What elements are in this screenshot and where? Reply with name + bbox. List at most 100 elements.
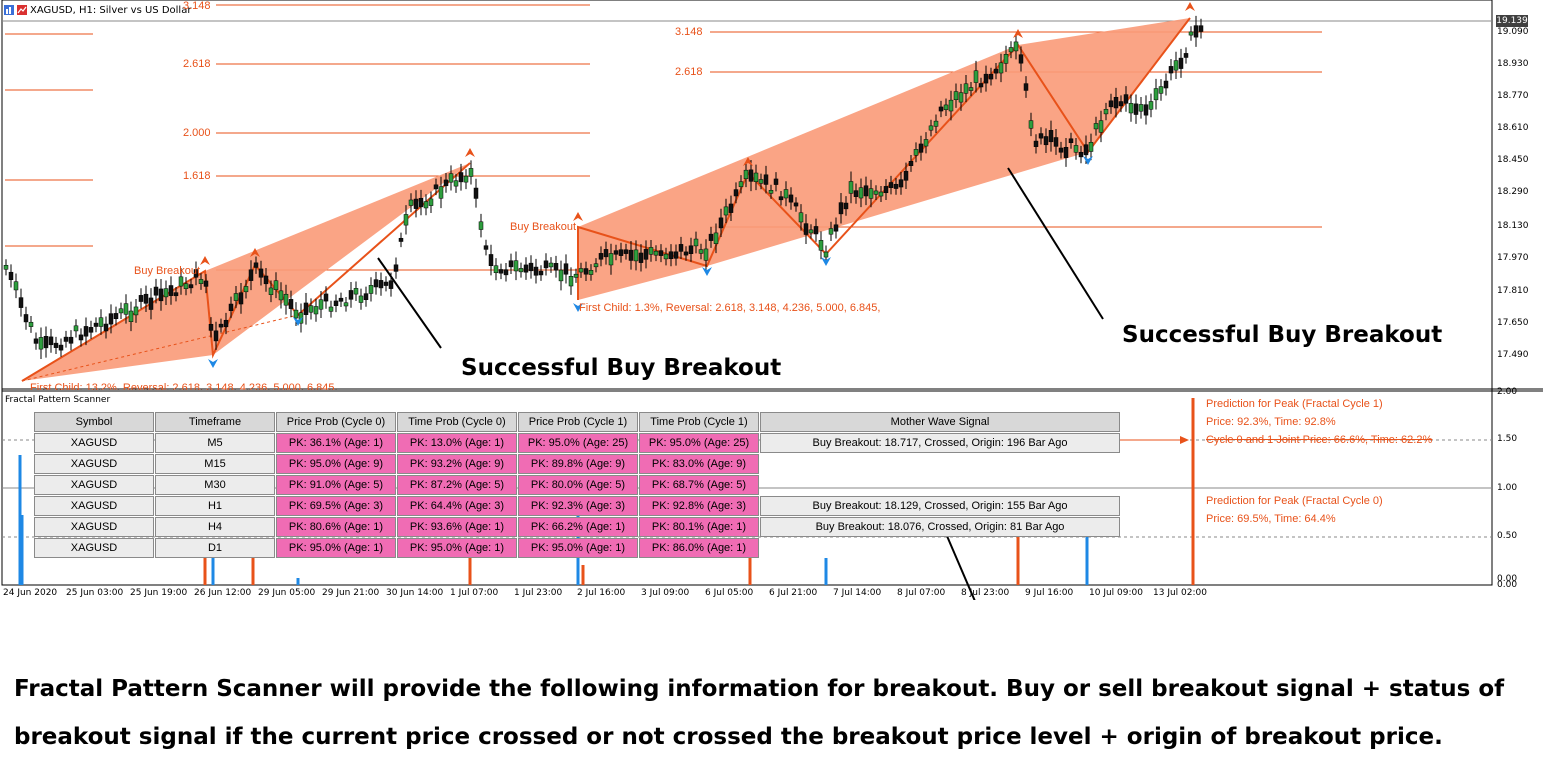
candle-body: [238, 292, 244, 305]
candle-body: [438, 186, 444, 199]
cell-price-prob-1[interactable]: PK: 95.0% (Age: 1): [518, 538, 638, 558]
cell-mother-wave-empty: [760, 475, 1120, 495]
candle-body: [953, 91, 959, 100]
buy-breakout-label: Buy Breakout: [510, 221, 577, 233]
prediction-cycle0-values: Price: 69.5%, Time: 64.4%: [1206, 513, 1336, 525]
cell-symbol[interactable]: XAGUSD: [34, 454, 154, 474]
table-row[interactable]: XAGUSD M15 PK: 95.0% (Age: 9) PK: 93.2% …: [34, 454, 1120, 474]
cell-timeframe[interactable]: M15: [155, 454, 275, 474]
dashed-guide: [21, 314, 299, 382]
fractal-peak-arrow: [1013, 29, 1023, 38]
col-header-price-prob-1[interactable]: Price Prob (Cycle 1): [518, 412, 638, 432]
cell-price-prob-0[interactable]: PK: 91.0% (Age: 5): [276, 475, 396, 495]
candle-body: [828, 228, 834, 235]
cell-time-prob-0[interactable]: PK: 93.2% (Age: 9): [397, 454, 517, 474]
cell-time-prob-0[interactable]: PK: 93.6% (Age: 1): [397, 517, 517, 537]
candle-body: [878, 191, 884, 197]
cell-price-prob-0[interactable]: PK: 95.0% (Age: 9): [276, 454, 396, 474]
cell-mother-wave[interactable]: Buy Breakout: 18.717, Crossed, Origin: 1…: [760, 433, 1120, 453]
candle-body: [698, 249, 704, 254]
col-header-time-prob-0[interactable]: Time Prob (Cycle 0): [397, 412, 517, 432]
cell-time-prob-0[interactable]: PK: 13.0% (Age: 1): [397, 433, 517, 453]
candle-body: [693, 238, 699, 247]
candle-body: [358, 295, 364, 303]
cell-timeframe[interactable]: D1: [155, 538, 275, 558]
fractal-trough-arrow: [573, 303, 583, 312]
cell-timeframe[interactable]: H1: [155, 496, 275, 516]
candle-body: [213, 330, 219, 342]
prediction-cycle0-title: Prediction for Peak (Fractal Cycle 0): [1206, 495, 1383, 507]
trade-icon[interactable]: [17, 5, 27, 15]
candle-body: [618, 249, 624, 256]
cell-symbol[interactable]: XAGUSD: [34, 517, 154, 537]
time-axis-label: 2 Jul 16:00: [577, 588, 626, 598]
candle-body: [938, 106, 944, 112]
cell-time-prob-1[interactable]: PK: 86.0% (Age: 1): [639, 538, 759, 558]
candle-body: [748, 169, 754, 182]
price-chart[interactable]: [0, 0, 1543, 600]
candle-body: [88, 327, 94, 333]
cell-timeframe[interactable]: M30: [155, 475, 275, 495]
candle-body: [398, 237, 404, 242]
table-row[interactable]: XAGUSD H4 PK: 80.6% (Age: 1) PK: 93.6% (…: [34, 517, 1120, 537]
candle-body: [478, 221, 484, 230]
candle-body: [548, 262, 554, 268]
candle-body: [1168, 66, 1174, 74]
candle-body: [428, 198, 434, 206]
cell-time-prob-0[interactable]: PK: 64.4% (Age: 3): [397, 496, 517, 516]
time-axis-label: 8 Jul 23:00: [961, 588, 1010, 598]
time-axis-label: 26 Jun 12:00: [194, 588, 252, 598]
table-row[interactable]: XAGUSD M30 PK: 91.0% (Age: 5) PK: 87.2% …: [34, 475, 1120, 495]
cell-mother-wave[interactable]: Buy Breakout: 18.076, Crossed, Origin: 8…: [760, 517, 1120, 537]
cell-price-prob-1[interactable]: PK: 80.0% (Age: 5): [518, 475, 638, 495]
cell-price-prob-0[interactable]: PK: 80.6% (Age: 1): [276, 517, 396, 537]
cell-price-prob-0[interactable]: PK: 69.5% (Age: 3): [276, 496, 396, 516]
cell-timeframe[interactable]: H4: [155, 517, 275, 537]
candle-body: [718, 217, 724, 229]
cell-symbol[interactable]: XAGUSD: [34, 433, 154, 453]
cell-mother-wave[interactable]: Buy Breakout: 18.129, Crossed, Origin: 1…: [760, 496, 1120, 516]
candle-body: [1068, 138, 1074, 144]
candle-body: [338, 297, 344, 302]
cell-symbol[interactable]: XAGUSD: [34, 475, 154, 495]
col-header-timeframe[interactable]: Timeframe: [155, 412, 275, 432]
price-axis-label: 18.450: [1497, 155, 1529, 165]
cell-symbol[interactable]: XAGUSD: [34, 538, 154, 558]
candle-body: [893, 183, 899, 189]
cell-price-prob-1[interactable]: PK: 66.2% (Age: 1): [518, 517, 638, 537]
candle-body: [1063, 146, 1069, 158]
cell-price-prob-1[interactable]: PK: 92.3% (Age: 3): [518, 496, 638, 516]
table-row[interactable]: XAGUSD M5 PK: 36.1% (Age: 1) PK: 13.0% (…: [34, 433, 1120, 453]
cell-time-prob-0[interactable]: PK: 87.2% (Age: 5): [397, 475, 517, 495]
candle-body: [1163, 80, 1169, 89]
cell-time-prob-1[interactable]: PK: 95.0% (Age: 25): [639, 433, 759, 453]
table-row[interactable]: XAGUSD H1 PK: 69.5% (Age: 3) PK: 64.4% (…: [34, 496, 1120, 516]
candle-body: [843, 202, 849, 210]
col-header-symbol[interactable]: Symbol: [34, 412, 154, 432]
candle-body: [458, 172, 464, 183]
cell-timeframe[interactable]: M5: [155, 433, 275, 453]
cell-time-prob-1[interactable]: PK: 80.1% (Age: 1): [639, 517, 759, 537]
cell-price-prob-1[interactable]: PK: 95.0% (Age: 25): [518, 433, 638, 453]
table-row[interactable]: XAGUSD D1 PK: 95.0% (Age: 1) PK: 95.0% (…: [34, 538, 1120, 558]
cell-price-prob-1[interactable]: PK: 89.8% (Age: 9): [518, 454, 638, 474]
indicator-axis-label: 0.00: [1497, 574, 1518, 584]
cell-mother-wave-empty: [760, 538, 1120, 558]
cell-symbol[interactable]: XAGUSD: [34, 496, 154, 516]
time-axis-label: 8 Jul 07:00: [897, 588, 946, 598]
price-axis-label: 18.770: [1497, 91, 1529, 101]
cell-price-prob-0[interactable]: PK: 36.1% (Age: 1): [276, 433, 396, 453]
cell-time-prob-1[interactable]: PK: 68.7% (Age: 5): [639, 475, 759, 495]
candle-body: [1158, 86, 1164, 94]
prediction-joint-values: Cycle 0 and 1 Joint Price: 66.6%, Time: …: [1206, 434, 1433, 446]
col-header-price-prob-0[interactable]: Price Prob (Cycle 0): [276, 412, 396, 432]
candle-body: [373, 279, 379, 288]
candle-body: [1088, 142, 1094, 152]
col-header-mother-wave[interactable]: Mother Wave Signal: [760, 412, 1120, 432]
cell-time-prob-0[interactable]: PK: 95.0% (Age: 1): [397, 538, 517, 558]
candle-body: [863, 185, 869, 197]
cell-time-prob-1[interactable]: PK: 92.8% (Age: 3): [639, 496, 759, 516]
col-header-time-prob-1[interactable]: Time Prob (Cycle 1): [639, 412, 759, 432]
cell-price-prob-0[interactable]: PK: 95.0% (Age: 1): [276, 538, 396, 558]
cell-time-prob-1[interactable]: PK: 83.0% (Age: 9): [639, 454, 759, 474]
